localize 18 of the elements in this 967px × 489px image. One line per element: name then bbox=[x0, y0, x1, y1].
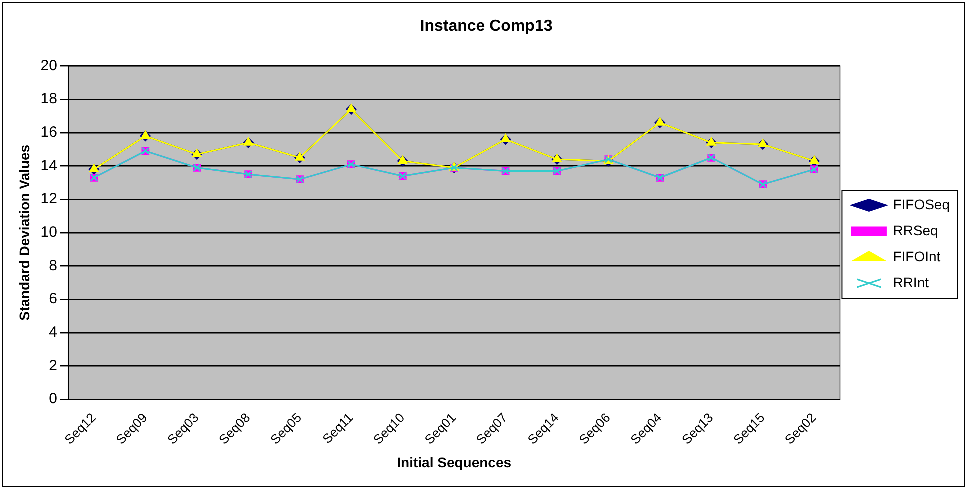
y-tick-label: 6 bbox=[49, 290, 58, 308]
y-axis-title: Standard Deviation Values bbox=[16, 144, 32, 321]
legend-label: FIFOSeq bbox=[893, 196, 950, 212]
y-tick-label: 4 bbox=[49, 324, 58, 342]
y-tick-label: 20 bbox=[40, 57, 58, 74]
y-tick-label: 12 bbox=[40, 190, 58, 208]
y-tick-label: 16 bbox=[40, 124, 58, 142]
y-tick-label: 0 bbox=[49, 390, 58, 408]
chart-title: Instance Comp13 bbox=[420, 18, 553, 36]
y-tick-label: 18 bbox=[40, 90, 58, 108]
x-axis-title: Initial Sequences bbox=[397, 454, 512, 470]
legend-label: RRSeq bbox=[893, 222, 938, 238]
y-tick-label: 2 bbox=[49, 357, 58, 374]
y-tick-label: 8 bbox=[49, 257, 58, 274]
legend-label: FIFOInt bbox=[893, 248, 941, 264]
y-tick-label: 14 bbox=[40, 157, 58, 174]
y-tick-label: 10 bbox=[40, 224, 58, 242]
legend-label: RRInt bbox=[893, 274, 930, 290]
